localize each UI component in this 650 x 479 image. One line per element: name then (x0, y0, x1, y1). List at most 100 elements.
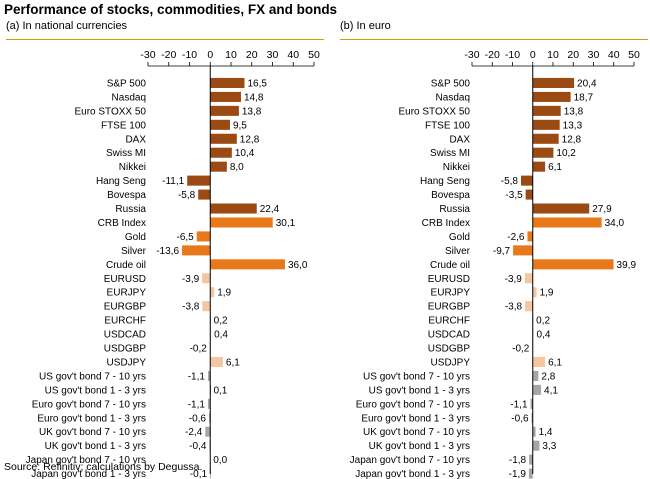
data-label: 10,4 (235, 148, 255, 159)
data-label: 0,4 (537, 330, 551, 341)
category-label: EURGBP (428, 302, 471, 313)
category-label: EURGBP (104, 302, 147, 313)
data-label: 30,1 (276, 218, 296, 229)
panel-in-euro: (b) In euro -30 -20 -10 0 10 20 30 40 50 S&P 500 2… (338, 18, 650, 479)
bar (196, 231, 211, 242)
bar (210, 91, 241, 102)
data-label: -0,2 (512, 344, 530, 355)
category-label: DAX (125, 134, 146, 145)
bar (210, 161, 227, 172)
data-label: 6,1 (548, 357, 562, 368)
data-label: 2,8 (541, 371, 555, 382)
bar (532, 77, 575, 88)
data-label: 16,5 (247, 78, 267, 89)
bar-chart-in-euro: -30 -20 -10 0 10 20 30 40 50 S&P 500 20,4 Nasdaq 18,… (350, 49, 640, 479)
category-label: US gov't bond 1 - 3 yrs (45, 385, 146, 396)
data-label: 0,2 (214, 316, 228, 327)
panel-title: (b) In euro (340, 20, 391, 32)
bar (529, 454, 533, 465)
panel-rule (6, 39, 324, 40)
category-label: Euro STOXX 50 (398, 106, 470, 117)
data-label: 0,4 (214, 330, 228, 341)
bar (532, 426, 536, 437)
category-label: UK gov't bond 7 - 10 yrs (363, 427, 470, 438)
bar (530, 398, 533, 409)
bar (210, 147, 232, 158)
bar (532, 440, 540, 451)
bar (532, 147, 554, 158)
data-label: -2,4 (185, 427, 203, 438)
data-label: -1,9 (509, 469, 527, 479)
data-label: 14,8 (244, 92, 264, 103)
category-label: EURCHF (104, 316, 146, 327)
panel-rule (340, 39, 648, 40)
category-label: Japan gov't bond 1 - 3 yrs (355, 469, 470, 479)
data-label: 0,2 (536, 316, 550, 327)
bar (187, 175, 211, 186)
category-label: USDJPY (107, 357, 147, 368)
x-tick-label: 10 (225, 49, 237, 61)
bar (521, 175, 533, 186)
category-label: Crude oil (106, 260, 146, 271)
category-label: DAX (449, 134, 470, 145)
data-label: 8,0 (230, 162, 244, 173)
category-label: Hang Seng (420, 176, 470, 187)
bar (525, 301, 533, 312)
category-label: FTSE 100 (425, 120, 470, 131)
data-label: -0,6 (189, 413, 207, 424)
x-tick-label: 0 (530, 49, 536, 61)
bar (532, 105, 561, 116)
category-label: Japan gov't bond 1 - 3 yrs (31, 469, 146, 479)
data-label: -1,1 (510, 399, 528, 410)
category-label: Nikkei (119, 162, 146, 173)
data-label: -3,9 (182, 274, 200, 285)
category-label: Russia (439, 204, 470, 215)
data-label: 13,8 (242, 106, 262, 117)
category-label: EURJPY (431, 288, 471, 299)
data-label: 12,8 (562, 134, 582, 145)
x-tick-label: -30 (140, 49, 155, 61)
category-label: UK gov't bond 7 - 10 yrs (39, 427, 146, 438)
category-label: FTSE 100 (101, 120, 146, 131)
category-label: US gov't bond 7 - 10 yrs (363, 371, 470, 382)
data-label: 1,9 (217, 288, 231, 299)
bar (532, 133, 559, 144)
x-tick-label: -10 (182, 49, 197, 61)
bar (528, 468, 533, 479)
data-label: -2,6 (507, 232, 525, 243)
data-label: -0,1 (190, 469, 208, 479)
x-tick-label: 50 (628, 49, 640, 61)
data-label: -13,6 (156, 246, 179, 257)
category-label: Euro STOXX 50 (74, 106, 146, 117)
x-tick-label: 20 (246, 49, 258, 61)
bar (532, 384, 542, 395)
bar (532, 356, 546, 367)
category-label: Crude oil (430, 260, 470, 271)
category-label: Gold (125, 232, 146, 243)
x-tick-label: 40 (608, 49, 620, 61)
bar (210, 119, 230, 130)
bar (210, 203, 257, 214)
category-label: USDCAD (104, 330, 146, 341)
bar (210, 133, 237, 144)
data-label: 3,3 (542, 441, 556, 452)
bar (210, 105, 239, 116)
bar (209, 412, 211, 423)
data-label: 4,1 (544, 385, 558, 396)
x-tick-label: -10 (505, 49, 520, 61)
data-label: -5,8 (178, 190, 196, 201)
data-label: -3,8 (182, 302, 200, 313)
x-tick-label: 0 (207, 49, 213, 61)
data-label: -3,5 (505, 190, 523, 201)
bar (532, 91, 571, 102)
data-label: 34,0 (605, 218, 625, 229)
category-label: Nikkei (443, 162, 470, 173)
data-label: 1,9 (540, 288, 554, 299)
data-label: -11,1 (162, 176, 184, 187)
data-label: -1,1 (188, 371, 206, 382)
x-tick-label: -20 (161, 49, 176, 61)
data-label: 9,5 (233, 120, 247, 131)
data-label: -0,4 (189, 441, 207, 452)
category-label: Nasdaq (436, 92, 470, 103)
category-label: Russia (115, 204, 146, 215)
